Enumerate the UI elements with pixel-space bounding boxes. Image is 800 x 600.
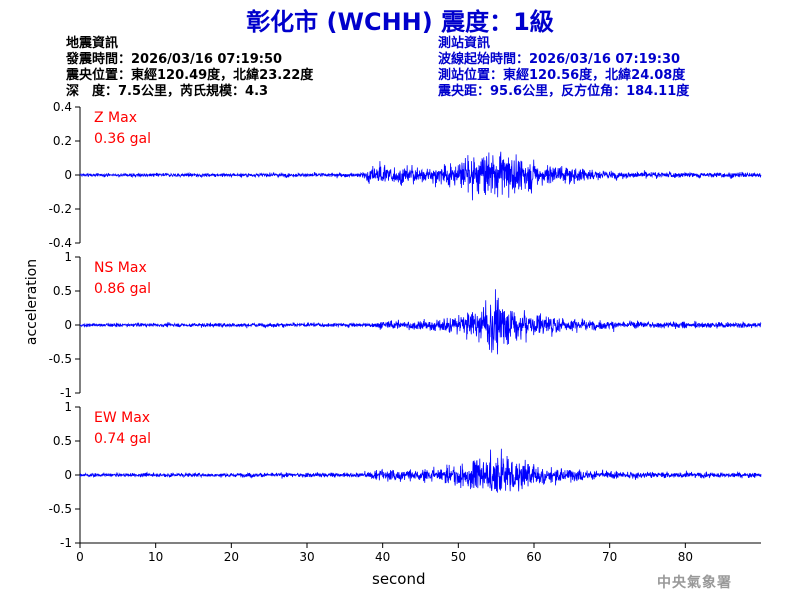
chart-title: 彰化市 (WCHH) 震度：1級 [246, 8, 554, 36]
waveform-start-time: 波線起始時間：2026/03/16 07:19:30 [438, 52, 681, 67]
panel-ns-y-tick-label: 0.5 [53, 284, 72, 298]
x-tick-label: 10 [148, 550, 163, 564]
panel-ns-waveform [79, 289, 762, 355]
station-info: 測站資訊 波線起始時間：2026/03/16 07:19:30 測站位置：東經1… [438, 36, 689, 100]
depth-magnitude: 深 度：7.5公里，芮氏規模：4.3 [66, 84, 269, 99]
x-tick-label: 70 [602, 550, 617, 564]
origin-time: 發震時間：2026/03/16 07:19:50 [66, 52, 283, 67]
panel-ew-max-value: 0.74 gal [94, 431, 151, 447]
panel-z-waveform [79, 151, 762, 201]
panel-z-y-tick-label: 0.4 [53, 100, 72, 114]
y-axis-label: acceleration [24, 258, 40, 346]
earthquake-info: 地震資訊 發震時間：2026/03/16 07:19:50 震央位置：東經120… [66, 36, 313, 100]
panel-ns-y-tick-label: -0.5 [49, 352, 72, 366]
panel-ns-y-tick-label: 0 [64, 318, 72, 332]
x-tick-label: 20 [224, 550, 239, 564]
panel-z-y-tick-label: 0.2 [53, 134, 72, 148]
panel-ns-y-tick-label: 1 [64, 250, 72, 264]
panel-ew-y-tick-label: 0.5 [53, 434, 72, 448]
panel-z-max-label: Z Max [94, 110, 137, 126]
panel-z-y-tick-label: 0 [64, 168, 72, 182]
panel-ew-y-tick-label: 0 [64, 468, 72, 482]
epicenter-location: 震央位置：東經120.49度，北緯23.22度 [66, 68, 314, 83]
panel-ns-max-label: NS Max [94, 260, 147, 276]
x-tick-label: 40 [375, 550, 390, 564]
station-location: 測站位置：東經120.56度，北緯24.08度 [438, 68, 686, 83]
x-tick-label: 0 [76, 550, 84, 564]
panel-ew-y-tick-label: -1 [60, 536, 72, 550]
earthquake-info-heading: 地震資訊 [66, 36, 119, 51]
x-tick-label: 80 [678, 550, 693, 564]
panel-z-max-value: 0.36 gal [94, 131, 151, 147]
agency-watermark: 中央氣象署 [657, 575, 732, 591]
x-tick-label: 60 [526, 550, 541, 564]
x-axis-label: second [372, 570, 426, 588]
x-tick-label: 30 [299, 550, 314, 564]
panel-ew-max-label: EW Max [94, 410, 150, 426]
epicentral-distance: 震央距：95.6公里，反方位角：184.11度 [438, 84, 690, 99]
panel-z-y-tick-label: -0.4 [49, 236, 72, 250]
x-tick-label: 50 [451, 550, 466, 564]
panel-ew-y-tick-label: 1 [64, 400, 72, 414]
panel-ns-max-value: 0.86 gal [94, 281, 151, 297]
panel-ew-waveform [79, 448, 762, 493]
panel-z-y-tick-label: -0.2 [49, 202, 72, 216]
panel-ns-y-tick-label: -1 [60, 386, 72, 400]
panel-ew-y-tick-label: -0.5 [49, 502, 72, 516]
station-info-heading: 測站資訊 [438, 36, 491, 51]
